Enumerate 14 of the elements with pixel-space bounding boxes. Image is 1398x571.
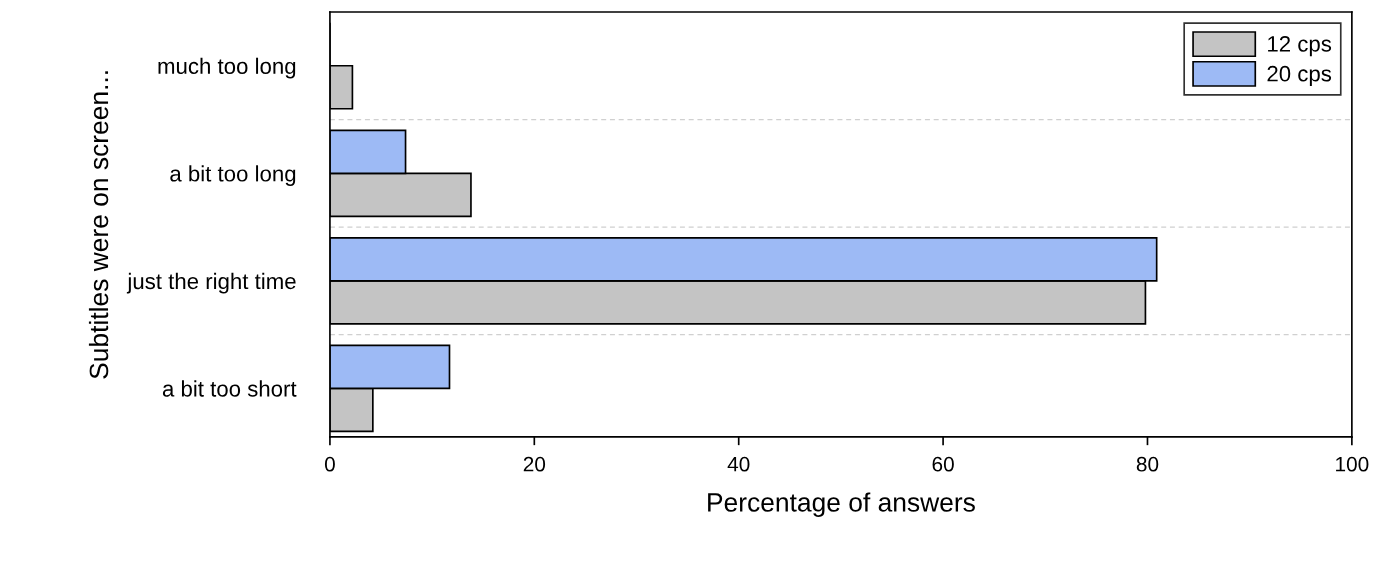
legend-label: 20 cps: [1267, 65, 1332, 86]
x-tick-label: 80: [1136, 456, 1159, 472]
x-tick-label: 100: [1336, 456, 1369, 472]
x-tick-label: 0: [324, 456, 335, 472]
y-tick-label: just the right time: [126, 272, 296, 294]
x-tick-label: 60: [932, 456, 954, 472]
y-tick-label: much too long: [158, 57, 296, 79]
y-tick-label: a bit too long: [170, 165, 296, 186]
x-axis-title: Percentage of answers: [708, 492, 975, 517]
legend-label: 12 cps: [1268, 36, 1332, 57]
x-tick-label: 20: [523, 456, 546, 472]
y-axis-title: Subtitles were on screen...: [88, 71, 109, 379]
y-tick-label: a bit too short: [162, 380, 297, 397]
x-tick-label: 40: [727, 456, 750, 472]
